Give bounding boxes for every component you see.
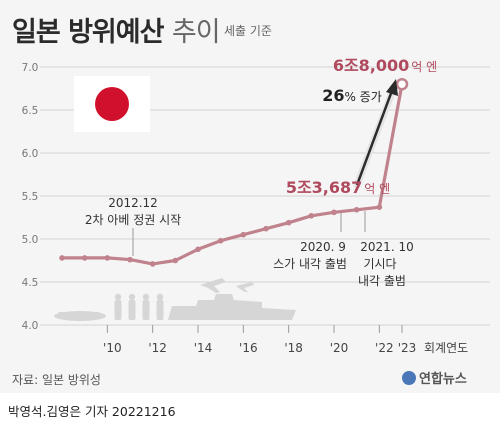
x-tick-label: '22 — [375, 341, 394, 355]
data-point — [308, 212, 315, 219]
y-tick-label: 4.5 — [22, 277, 39, 289]
source-note: 자료: 일본 방위성 — [12, 373, 101, 387]
growth-label: 26% 증가 — [322, 86, 382, 105]
data-points — [59, 77, 409, 267]
yonhap-logo: 연합뉴스 — [402, 368, 467, 387]
series-line — [62, 83, 404, 266]
data-point — [263, 225, 269, 232]
event-2020-label: 스가 내각 출범 — [273, 257, 347, 271]
y-tick-label: 6.0 — [22, 148, 39, 160]
y-tick-label: 4.0 — [22, 320, 39, 332]
x-tick-label: '10 — [103, 341, 122, 355]
data-point — [217, 237, 224, 244]
x-tick-label: '14 — [194, 341, 213, 355]
x-tick-label: '12 — [148, 341, 167, 355]
data-point — [127, 256, 133, 263]
data-point — [376, 204, 383, 210]
military-silhouette-icon — [54, 278, 296, 321]
event-2012-date: 2012.12 — [108, 196, 158, 210]
data-point — [331, 209, 337, 216]
event-2012-label: 2차 아베 정권 시작 — [85, 213, 181, 227]
data-point — [81, 255, 88, 261]
byline: 박영석.김영은 기자 20221216 — [8, 404, 176, 419]
line-chart: 4.0 4.5 5.0 5.5 6.0 6.5 7.0 '10 '12 '14 '16 '18 '20… — [22, 56, 490, 355]
y-tick-label: 5.5 — [22, 191, 39, 203]
event-2021-label-2: 내각 출범 — [358, 274, 406, 288]
y-tick-label: 6.5 — [22, 105, 39, 117]
y-axis-ticks: 4.0 4.5 5.0 5.5 6.0 6.5 7.0 — [22, 62, 39, 332]
data-point — [172, 257, 179, 264]
data-point — [149, 261, 156, 267]
x-axis-label: 회계연도 — [424, 341, 468, 355]
data-point — [285, 219, 292, 226]
event-2020-date: 2020. 9 — [300, 240, 346, 254]
mid-value-label: 5조3,687 억 엔 — [286, 178, 390, 197]
event-2021-label-1: 기시다 — [363, 257, 396, 271]
grid-lines — [40, 66, 490, 326]
x-axis-ticks: '10 '12 '14 '16 '18 '20 '22 '23 — [103, 325, 416, 355]
data-point — [104, 255, 111, 261]
chart-subtitle: 세출 기준 — [224, 24, 272, 38]
x-tick-label: '16 — [239, 341, 258, 355]
y-tick-label: 7.0 — [22, 62, 39, 74]
data-point — [353, 206, 360, 213]
chart-title: 일본 방위예산 추이 — [12, 17, 221, 48]
yonhap-logo-icon — [402, 370, 416, 385]
data-point — [395, 77, 409, 91]
data-point — [195, 246, 201, 253]
x-tick-label: '18 — [284, 341, 303, 355]
growth-arrow — [353, 79, 398, 189]
x-tick-label: '23 — [398, 341, 417, 355]
event-2021-date: 2021. 10 — [360, 240, 413, 254]
x-tick-label: '20 — [330, 341, 349, 355]
data-point — [240, 231, 247, 238]
japan-flag-icon — [74, 76, 150, 132]
data-point — [59, 255, 65, 261]
peak-value-label: 6조8,000 억 엔 — [333, 56, 437, 75]
y-tick-label: 5.0 — [22, 234, 39, 246]
